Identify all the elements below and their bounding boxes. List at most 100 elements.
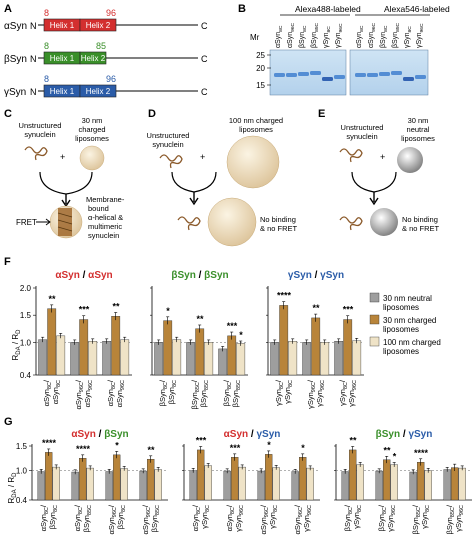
bar: [306, 467, 314, 501]
bar: [56, 335, 66, 376]
a-start-residue: 8: [44, 74, 49, 84]
chart-group: γSyn / γSyn **** γSyn8C/γSyn8C ** γSyn96C/γS…: [266, 270, 364, 409]
significance-label: ****: [42, 438, 57, 448]
panel-label-g: G: [4, 416, 13, 428]
significance-label: *: [239, 330, 243, 340]
significance-label: *: [393, 452, 397, 462]
significance-label: *: [166, 306, 170, 316]
d-right-label-2: liposomes: [239, 125, 273, 134]
a-helix1-label: Helix 1: [50, 21, 75, 30]
category-label: γSyn8C/: [338, 379, 349, 406]
bar: [37, 471, 45, 501]
bar: [223, 470, 231, 501]
category-label: βSyn8C/: [158, 379, 169, 406]
gel-band: [274, 73, 285, 77]
category-label: βSyn8C/: [377, 504, 388, 531]
panel-label-e: E: [318, 108, 325, 120]
gel-lane-label: βSyn8C: [380, 25, 389, 48]
category-label: αSyn96C/: [107, 504, 118, 534]
category-label: γSyn96C: [302, 505, 313, 532]
e-free-protein-icon: [339, 216, 363, 231]
chart-group: αSyn / γSyn *** αSyn8C/γSyn8C *** αSyn8C/γSy…: [182, 429, 320, 534]
bar: [236, 343, 246, 376]
category-label: αSyn96C: [115, 380, 126, 407]
g-y-axis-label: RDA / RD: [7, 472, 18, 504]
gel-marker-label: 20: [256, 64, 265, 73]
bar: [47, 308, 57, 376]
category-label: γSyn8C: [352, 505, 363, 529]
bar: [120, 468, 128, 501]
e-right-label-2: neutral: [407, 125, 430, 134]
c-down-arrow-icon: [61, 194, 71, 208]
significance-label: **: [196, 314, 204, 324]
category-label: αSyn8C/: [191, 504, 202, 531]
a-c-terminus: C: [201, 54, 208, 64]
gel-band: [322, 77, 333, 81]
c-plus: +: [60, 152, 65, 162]
category-label: αSyn96C: [83, 380, 94, 407]
a-n-terminus: N: [30, 21, 37, 31]
bar: [70, 342, 80, 376]
a-c-terminus: C: [201, 87, 208, 97]
significance-label: **: [48, 294, 56, 304]
a-n-terminus: N: [30, 87, 37, 97]
e-liposome-icon: [397, 147, 423, 173]
significance-label: ***: [343, 305, 354, 315]
bar: [443, 469, 451, 501]
gel-lane-label: γSyn96C: [335, 23, 344, 48]
mr-label: Mr: [250, 33, 260, 42]
gel-band: [391, 71, 402, 75]
a-helix2-box: [79, 18, 117, 32]
bar: [302, 342, 312, 376]
a-helix2-label: Helix 2: [86, 87, 111, 96]
gel-band: [367, 73, 378, 77]
gel-band: [355, 73, 366, 77]
bar: [218, 348, 228, 376]
bar: [120, 339, 130, 376]
panel-label-d: D: [148, 108, 156, 120]
bar: [279, 305, 289, 376]
bar: [113, 454, 121, 501]
gel-band: [286, 73, 297, 77]
category-label: γSyn8C: [283, 380, 294, 404]
bar: [189, 470, 197, 501]
e-left-label-1: Unstructured: [341, 123, 384, 132]
bar: [172, 339, 182, 376]
bar: [186, 342, 196, 376]
category-label: αSyn96C/: [259, 504, 270, 534]
gel-lane-label: αSyn8C: [356, 25, 365, 48]
bar: [272, 467, 280, 501]
category-label: βSyn85C/: [411, 504, 422, 534]
category-label: αSyn8C/: [39, 504, 50, 531]
bar: [417, 462, 425, 501]
d-left-label-1: Unstructured: [147, 131, 190, 140]
gel-lane-label: αSyn96C: [287, 22, 296, 48]
a-protein-name: βSyn: [4, 54, 27, 65]
category-label: γSyn8C: [420, 505, 431, 529]
bar: [424, 470, 432, 501]
legend-label: 100 nm charged: [383, 338, 441, 347]
significance-label: ****: [414, 448, 429, 458]
e-unbound-liposome-icon: [370, 208, 398, 236]
significance-label: **: [147, 445, 155, 455]
significance-label: **: [312, 303, 320, 313]
bar: [458, 467, 466, 501]
gel-band: [334, 75, 345, 79]
category-label: γSyn96C: [315, 380, 326, 407]
panel-label-c: C: [4, 108, 12, 120]
bar: [227, 335, 237, 376]
significance-label: *: [301, 443, 305, 453]
legend-label: liposomes: [383, 303, 419, 312]
c-result-2: bound: [88, 204, 109, 213]
legend-label: liposomes: [383, 325, 419, 334]
a-protein-name: γSyn: [4, 87, 26, 98]
bar: [38, 339, 48, 376]
bar: [288, 341, 298, 376]
legend-label: 30 nm neutral: [383, 294, 432, 303]
category-label: γSyn8C: [200, 505, 211, 529]
significance-label: **: [349, 435, 357, 445]
